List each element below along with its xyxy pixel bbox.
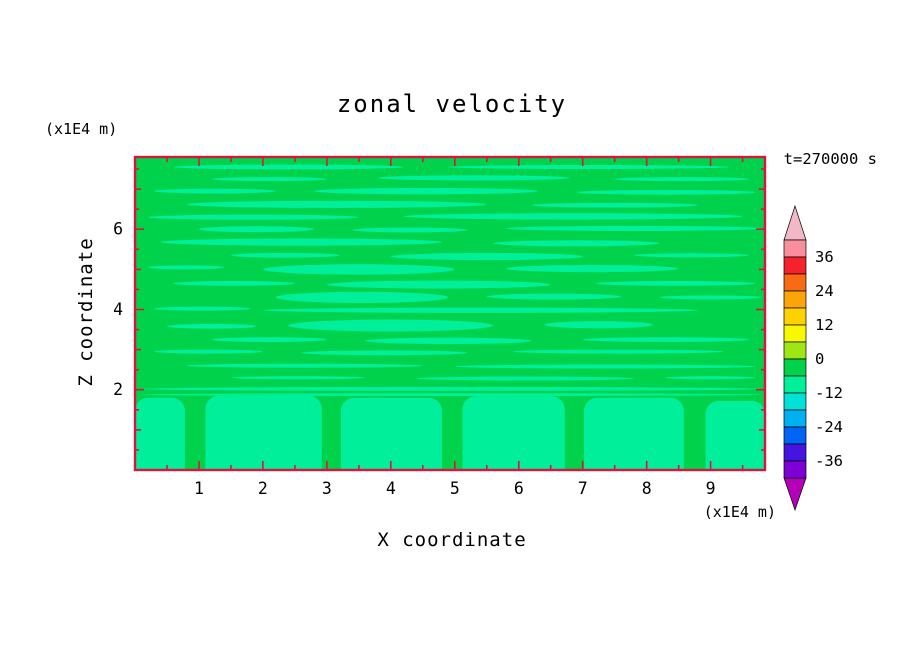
- x-tick-label: 9: [706, 479, 716, 498]
- colorbar-label: 12: [815, 316, 834, 334]
- colorbar-box: [783, 324, 807, 343]
- colorbar-box: [783, 256, 807, 275]
- chart-title: zonal velocity: [337, 90, 567, 118]
- colorbar-label: -36: [815, 452, 843, 470]
- streak: [173, 164, 404, 170]
- z-axis-label: Z coordinate: [75, 237, 97, 386]
- streak: [186, 363, 423, 368]
- convective-cell: [205, 395, 322, 470]
- colorbar-label: 36: [815, 248, 834, 266]
- streak: [262, 307, 698, 313]
- colorbar-box: [783, 358, 807, 377]
- contour-field: [135, 157, 765, 470]
- convective-cell: [462, 396, 565, 470]
- x-axis-label: X coordinate: [377, 529, 526, 551]
- streak: [154, 306, 251, 311]
- streak: [147, 265, 225, 270]
- streak: [531, 202, 698, 208]
- colorbar-box: [783, 392, 807, 411]
- x-tick-label: 1: [194, 479, 204, 498]
- streak: [454, 364, 756, 369]
- streak: [486, 293, 622, 300]
- streak: [595, 281, 756, 286]
- streak: [314, 187, 538, 195]
- z-tick-label: 6: [113, 220, 123, 239]
- streak: [186, 200, 487, 208]
- x-tick-label: 4: [386, 479, 396, 498]
- streak: [141, 393, 762, 396]
- streak: [173, 281, 295, 286]
- streak: [147, 214, 359, 220]
- streak: [263, 264, 455, 275]
- streak: [506, 225, 762, 231]
- x-tick-label: 8: [642, 479, 652, 498]
- streak: [160, 238, 443, 246]
- colorbar-box: [783, 273, 807, 292]
- colorbar-box: [783, 341, 807, 360]
- convective-cell: [584, 397, 684, 470]
- axis-ticks: [135, 157, 765, 470]
- x-tick-label: 6: [514, 479, 524, 498]
- streak: [141, 386, 762, 391]
- streak: [211, 177, 327, 182]
- streak: [493, 240, 660, 247]
- streak: [154, 349, 263, 354]
- plot-border: [133, 155, 767, 472]
- streak: [352, 227, 468, 233]
- streak: [154, 188, 276, 194]
- colorbar-box: [783, 426, 807, 445]
- streak: [378, 175, 570, 181]
- z-axis-unit: (x1E4 m): [45, 120, 117, 138]
- z-tick-label: 2: [113, 380, 123, 399]
- streak: [230, 252, 340, 258]
- streak: [198, 226, 315, 233]
- x-tick-label: 5: [450, 479, 460, 498]
- colorbar-box: [783, 239, 807, 258]
- colorbar-box: [783, 290, 807, 309]
- streak: [614, 177, 750, 182]
- colorbar-label: -12: [815, 384, 843, 402]
- streak: [230, 376, 366, 380]
- streak: [365, 337, 532, 344]
- x-tick-label: 2: [258, 479, 268, 498]
- streak: [326, 280, 551, 289]
- z-tick-label: 4: [113, 300, 123, 319]
- colorbar-label: 0: [815, 350, 824, 368]
- streak: [390, 252, 583, 261]
- colorbar-box: [783, 375, 807, 394]
- colorbar-box: [783, 443, 807, 462]
- streak: [633, 253, 750, 258]
- colorbar-box: [783, 460, 807, 479]
- x-axis-unit: (x1E4 m): [704, 503, 776, 521]
- x-tick-label: 3: [322, 479, 332, 498]
- streak: [512, 349, 724, 354]
- x-tick-label: 7: [578, 479, 588, 498]
- streak: [301, 350, 468, 356]
- colorbar-label: 24: [815, 282, 834, 300]
- convective-cell: [705, 401, 765, 470]
- colorbar-box: [783, 409, 807, 428]
- streak: [506, 265, 679, 273]
- streak: [288, 319, 494, 332]
- streak: [403, 213, 743, 220]
- colorbar-box: [783, 307, 807, 326]
- streak: [582, 337, 750, 342]
- convective-cell: [340, 397, 442, 470]
- streak: [448, 165, 730, 169]
- streak: [416, 376, 634, 381]
- streak: [576, 189, 756, 195]
- streak: [211, 337, 327, 342]
- colorbar: 36 24 12 0 -12 -24 -36: [783, 204, 843, 512]
- time-label: t=270000 s: [784, 150, 877, 168]
- streak: [275, 291, 449, 303]
- streak: [659, 295, 762, 300]
- convective-cell: [135, 397, 185, 470]
- colorbar-label: -24: [815, 418, 843, 436]
- streak: [544, 321, 654, 329]
- streak: [167, 323, 257, 329]
- streak: [665, 376, 756, 380]
